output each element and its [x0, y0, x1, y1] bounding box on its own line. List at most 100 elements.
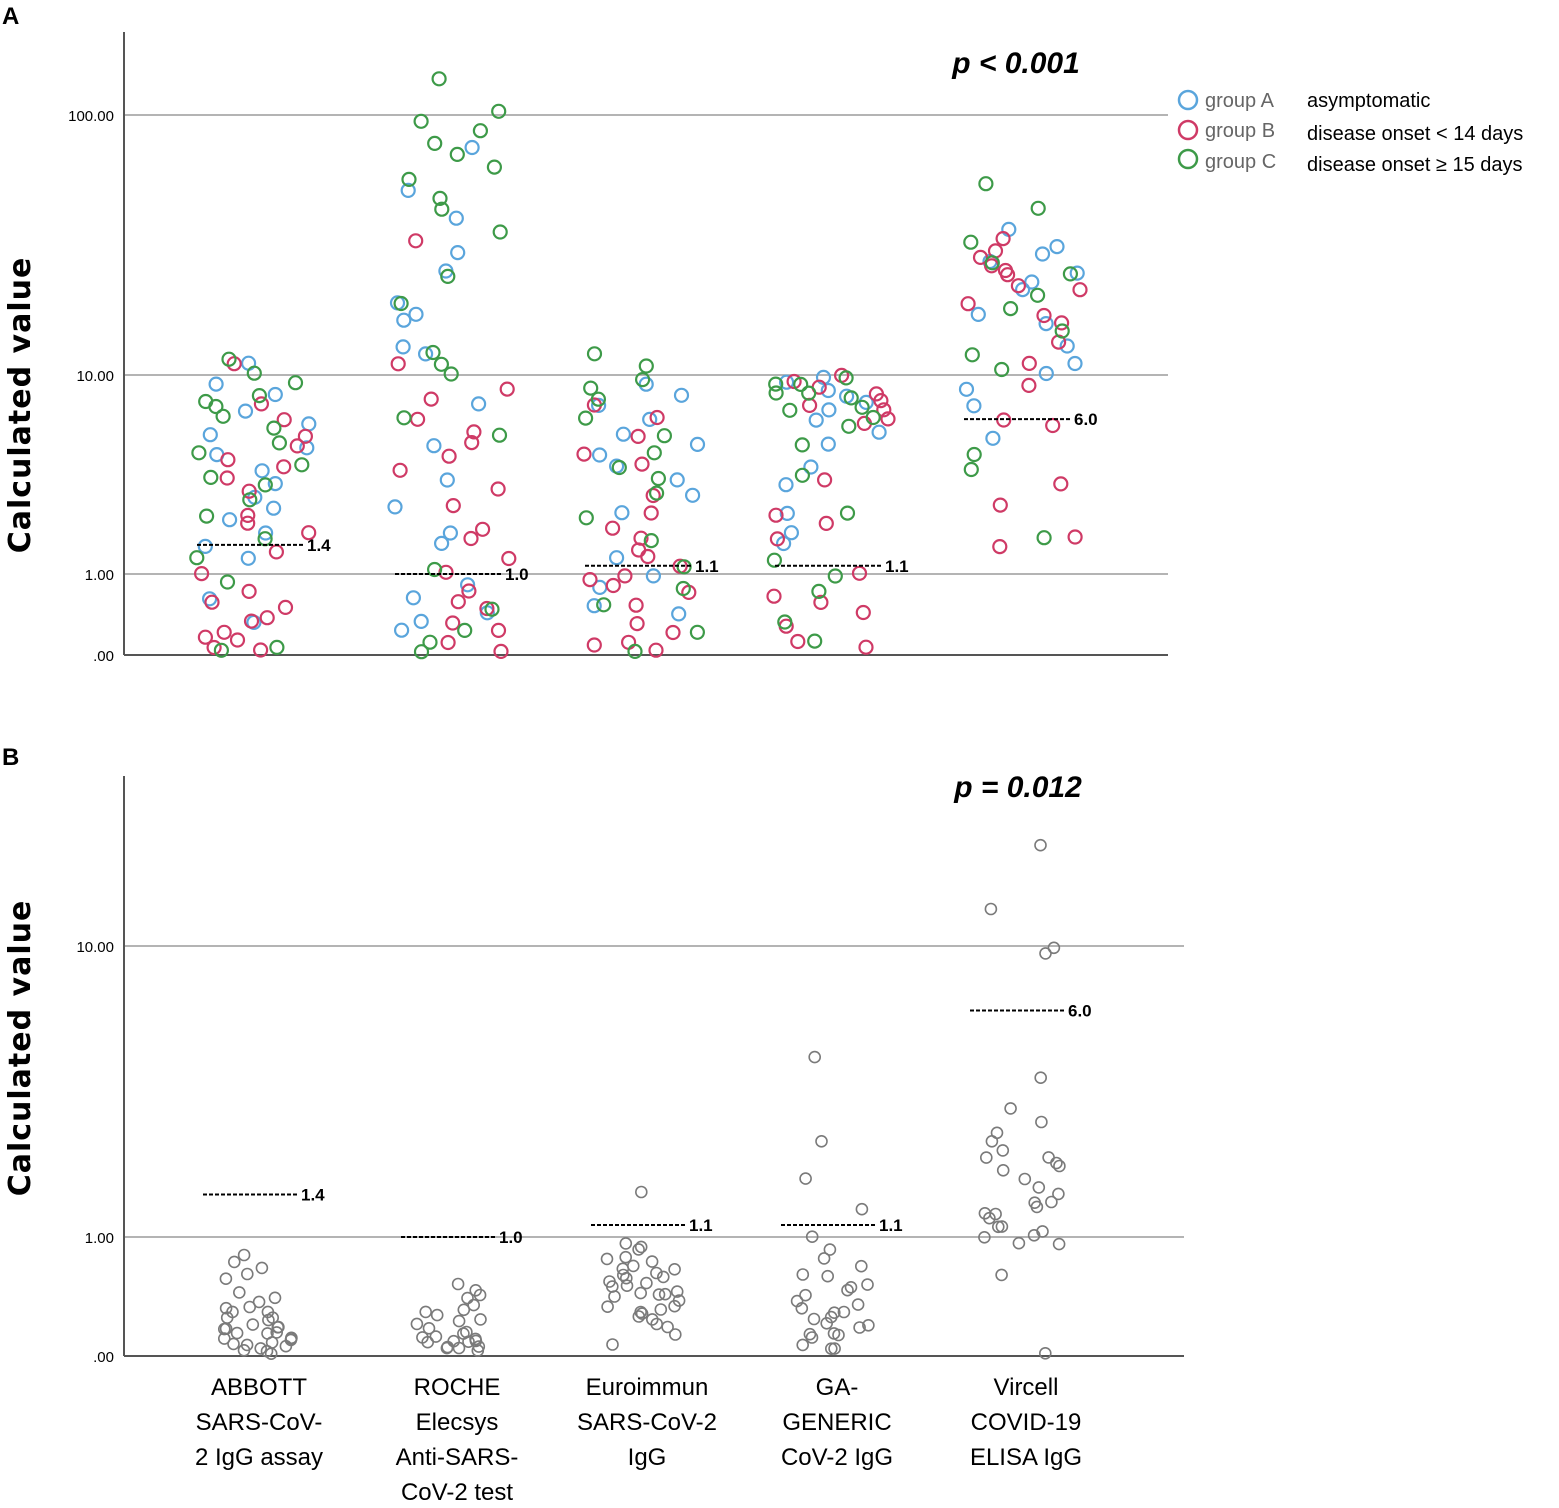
point-group-c — [675, 580, 691, 597]
point-group-a — [222, 512, 238, 528]
point — [419, 1305, 433, 1319]
point — [1039, 1347, 1052, 1360]
point-group-b — [628, 597, 644, 613]
panel-a-y-tick-label: 100.00 — [68, 108, 114, 125]
category-label-line: SARS-CoV- — [196, 1409, 323, 1436]
point — [430, 1308, 444, 1322]
point-group-a — [408, 306, 424, 322]
point-group-a — [783, 525, 800, 541]
point-group-c — [433, 356, 449, 372]
point-group-a — [1034, 246, 1051, 262]
point-group-c — [586, 346, 603, 362]
point-group-a — [464, 139, 480, 156]
point — [1034, 1071, 1047, 1084]
point-group-a — [396, 312, 412, 328]
point-group-c — [203, 469, 219, 485]
point-group-b — [197, 629, 213, 645]
point-group-b — [992, 497, 1008, 513]
point-group-a — [400, 182, 416, 198]
point-group-c — [811, 583, 827, 600]
point — [670, 1285, 684, 1298]
point-group-b — [219, 470, 235, 486]
point — [230, 1326, 244, 1340]
point-group-a — [471, 396, 487, 412]
point-group-b — [297, 428, 313, 444]
point-group-c — [457, 622, 473, 639]
point-group-c — [484, 601, 500, 617]
point-group-b — [768, 507, 784, 523]
panel-a-tick-labels: .00 1.00 10.00 100.00 — [68, 108, 114, 665]
point-group-a — [820, 436, 836, 452]
point-group-c — [215, 408, 231, 424]
point-group-c — [294, 457, 310, 473]
point-group-c — [794, 437, 810, 453]
point-group-b — [992, 538, 1008, 555]
point — [978, 1207, 992, 1220]
point-group-b — [392, 462, 408, 478]
legend-group-a-label: group A — [1205, 90, 1275, 112]
point-group-b — [645, 487, 661, 504]
category-label-line: Euroimmun — [586, 1374, 709, 1401]
point — [619, 1237, 633, 1250]
point-group-b — [1053, 476, 1069, 492]
point-group-b — [995, 231, 1011, 247]
point-group-c — [627, 643, 643, 660]
point — [1035, 1115, 1048, 1129]
point-group-c — [198, 393, 214, 410]
point — [469, 1332, 482, 1346]
point — [226, 1305, 239, 1319]
point — [1018, 1172, 1032, 1186]
point-group-b — [880, 411, 896, 427]
point-group-b — [216, 624, 232, 640]
point-group-c — [287, 375, 304, 391]
point-group-c — [583, 380, 599, 396]
point-group-c — [648, 485, 665, 501]
point-group-c — [801, 385, 817, 401]
point-group-b — [634, 456, 650, 472]
point-group-c — [646, 445, 662, 461]
point-group-a — [301, 416, 317, 432]
category-label-line: GENERIC — [782, 1409, 891, 1436]
point — [227, 1337, 240, 1351]
point-group-b — [501, 550, 517, 567]
legend-group-b-marker — [1177, 119, 1199, 141]
point — [626, 1259, 640, 1273]
point — [254, 1342, 268, 1355]
point-group-b — [240, 507, 256, 524]
point-group-b — [441, 448, 457, 464]
point — [241, 1267, 254, 1281]
point-group-b — [960, 296, 976, 312]
point-group-c — [964, 347, 980, 363]
point-group-b — [490, 481, 506, 497]
point — [796, 1268, 810, 1281]
point — [640, 1276, 653, 1290]
legend-group-a-marker — [1177, 89, 1199, 111]
point-group-b — [816, 472, 833, 488]
point — [658, 1287, 672, 1301]
point-group-c — [689, 624, 706, 640]
point-group-b — [1021, 377, 1037, 393]
point — [823, 1243, 837, 1256]
point-group-c — [827, 568, 843, 584]
point-group-c — [486, 159, 502, 175]
point-group-b — [586, 637, 602, 653]
point-group-b — [259, 610, 275, 626]
point — [462, 1335, 475, 1348]
point-group-a — [778, 477, 794, 493]
point — [645, 1313, 659, 1326]
point-group-a — [642, 411, 658, 427]
point — [451, 1277, 465, 1291]
point — [796, 1338, 810, 1352]
point — [219, 1272, 233, 1285]
point — [260, 1344, 274, 1358]
point-group-b — [1067, 529, 1083, 545]
point — [634, 1286, 648, 1300]
panel-a-cutoffs: 1.4 1.0 1.1 1.1 6.0 — [197, 410, 1098, 584]
point — [634, 1305, 648, 1319]
point-group-c — [440, 268, 456, 284]
point-group-c — [492, 224, 508, 240]
panel-a-cutoff-label: 1.4 — [307, 536, 331, 555]
point — [246, 1318, 260, 1331]
point-group-c — [191, 445, 207, 461]
